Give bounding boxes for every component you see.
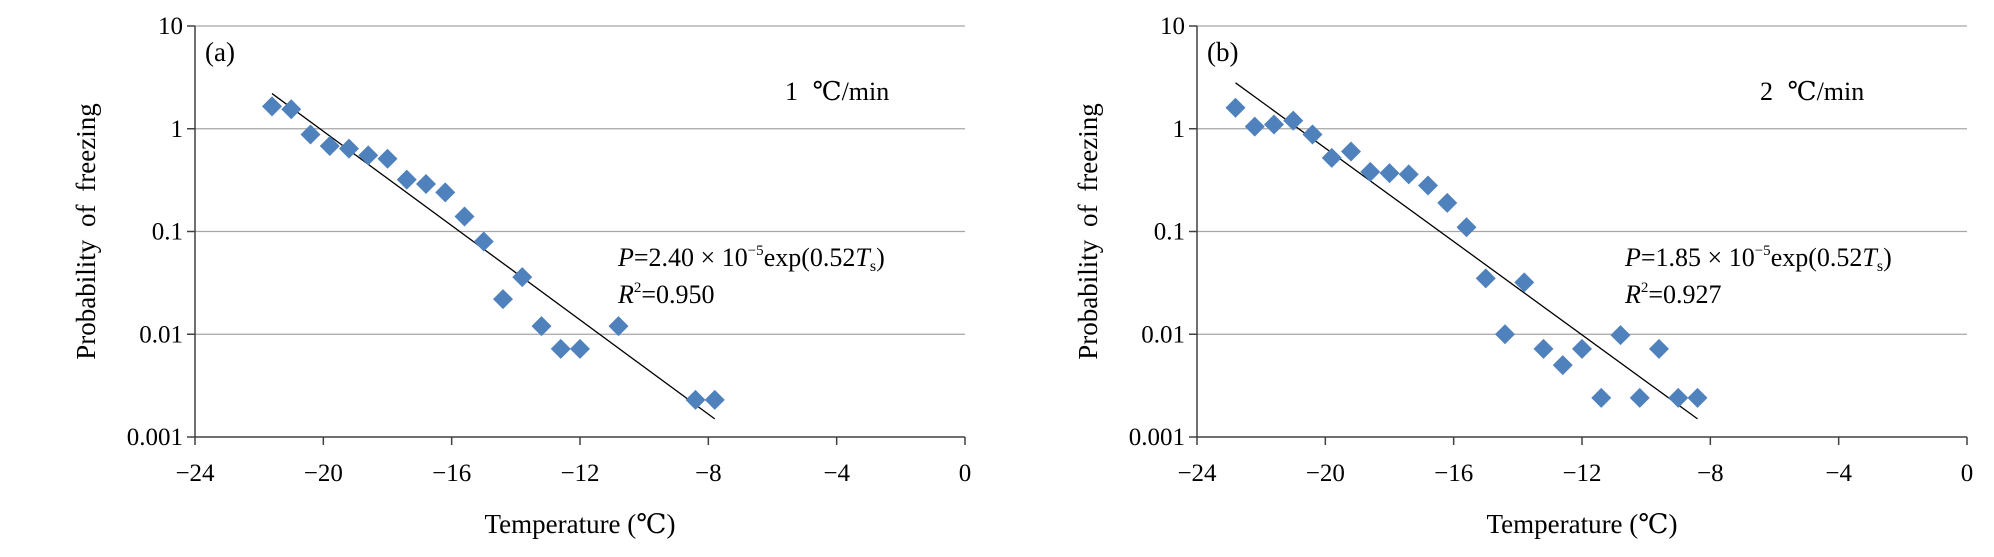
data-point [1418, 175, 1438, 196]
data-point [396, 169, 417, 190]
x-tick-label: 0 [1961, 460, 1974, 487]
x-tick-label: 0 [959, 460, 972, 487]
y-tick-label: 10 [158, 13, 183, 40]
x-tick-label: −20 [1306, 460, 1345, 487]
x-tick-label: −20 [304, 460, 343, 487]
x-tick-label: −8 [1697, 460, 1724, 487]
data-point [262, 96, 282, 117]
data-point [1668, 387, 1689, 408]
y-axis-title: Probability of freezing [1073, 103, 1103, 359]
data-point [1514, 272, 1535, 293]
data-point [473, 231, 494, 252]
x-tick-label: −16 [432, 460, 471, 487]
y-tick-label: 1 [171, 116, 184, 143]
y-tick-label: 0.001 [127, 424, 183, 451]
rate-label: 1 ℃/min [785, 77, 889, 106]
data-point [1244, 116, 1265, 137]
data-point [570, 338, 590, 359]
data-point [1283, 110, 1304, 131]
x-axis-title: Temperature (℃) [1487, 509, 1678, 539]
y-tick-label: 1 [1173, 116, 1186, 143]
data-point [1360, 161, 1381, 182]
x-axis-title: Temperature (℃) [485, 509, 676, 539]
y-tick-label: 0.1 [152, 219, 183, 246]
x-tick-label: −12 [1562, 460, 1601, 487]
data-point [1687, 387, 1708, 408]
fit-equation: P=2.40 × 10−5exp(0.52Ts) [617, 243, 885, 275]
x-tick-label: −4 [823, 460, 850, 487]
data-point [416, 173, 436, 194]
data-point [1572, 338, 1592, 359]
data-point [454, 206, 475, 227]
data-point [339, 138, 359, 159]
y-tick-label: 10 [1160, 13, 1185, 40]
data-point [281, 99, 302, 120]
x-tick-label: −16 [1434, 460, 1473, 487]
y-axis-title: Probability of freezing [71, 103, 101, 359]
data-point [435, 182, 456, 203]
data-point [685, 389, 706, 410]
y-tick-label: 0.01 [139, 321, 183, 348]
data-point [550, 338, 571, 359]
data-point [1321, 147, 1342, 168]
data-point [1341, 141, 1361, 162]
data-point [704, 389, 725, 410]
x-tick-label: −24 [175, 460, 215, 487]
data-point [1533, 338, 1554, 359]
data-point [1610, 325, 1631, 346]
data-point [512, 267, 533, 288]
data-point [358, 145, 379, 166]
data-point [1398, 164, 1419, 185]
data-point [1437, 192, 1458, 213]
x-tick-label: −4 [1825, 460, 1852, 487]
data-point [300, 124, 321, 145]
data-point [377, 148, 398, 169]
chart-panel-a: 0.001 0.01 0.1 1 10 −24 −20 −16 −12 −8 −4 0 Temperat… [71, 13, 971, 539]
x-tick-label: −12 [560, 460, 599, 487]
data-point [1495, 324, 1515, 345]
data-point [1302, 124, 1323, 145]
data-point [1225, 97, 1246, 118]
data-point [1264, 114, 1284, 135]
data-point [1649, 338, 1669, 359]
data-point [1379, 163, 1400, 184]
data-point [319, 135, 340, 156]
data-point [1475, 268, 1496, 289]
r-squared: R2=0.950 [617, 280, 715, 309]
rate-label: 2 ℃/min [1760, 77, 1864, 106]
data-point [1552, 355, 1573, 376]
chart-panel-b: 0.001 0.01 0.1 1 10 −24 −20 −16 −12 −8 −4 0 Temperat… [1073, 13, 1973, 539]
panel-label: (b) [1207, 37, 1238, 67]
data-point [1629, 387, 1650, 408]
data-point [493, 289, 513, 310]
data-point [1456, 217, 1477, 238]
fit-equation: P=1.85 × 10−5exp(0.52Ts) [1624, 243, 1892, 275]
y-tick-label: 0.1 [1154, 219, 1185, 246]
r-squared: R2=0.927 [1624, 280, 1722, 309]
y-tick-label: 0.001 [1129, 424, 1185, 451]
data-point [1591, 387, 1612, 408]
x-tick-label: −24 [1177, 460, 1217, 487]
x-tick-label: −8 [695, 460, 722, 487]
y-tick-label: 0.01 [1141, 321, 1185, 348]
data-point [531, 316, 552, 337]
data-point [608, 316, 629, 337]
panel-label: (a) [205, 37, 235, 67]
